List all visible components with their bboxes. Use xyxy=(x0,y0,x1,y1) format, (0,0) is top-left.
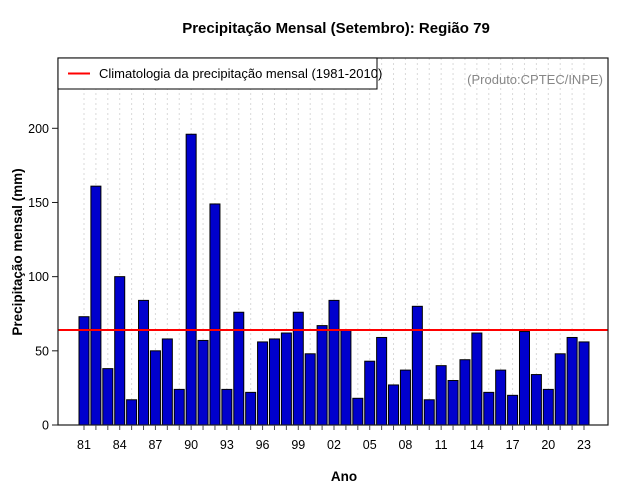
bar-1981 xyxy=(78,316,90,426)
legend-box xyxy=(57,57,378,90)
bar-2007 xyxy=(388,384,400,426)
bar-2010 xyxy=(423,399,435,426)
bar-2002 xyxy=(328,299,340,426)
x-tick-label-2002: 02 xyxy=(327,438,341,452)
x-tick-label-1981: 81 xyxy=(77,438,91,452)
bar-1983 xyxy=(102,368,114,426)
bar-2019 xyxy=(530,374,542,426)
bar-1987 xyxy=(149,350,161,426)
bar-2013 xyxy=(459,359,471,426)
bar-1989 xyxy=(173,388,185,426)
bar-1996 xyxy=(257,341,269,426)
bar-1995 xyxy=(245,391,257,426)
x-tick-label-1984: 84 xyxy=(113,438,127,452)
axis-tick-labels: 81 84 87 90 93 96 99 02 05 08 11 14 17 20 23 0 50 100 150 2… xyxy=(28,122,591,452)
x-tick-label-2005: 05 xyxy=(363,438,377,452)
x-tick-label-1996: 96 xyxy=(256,438,270,452)
bar-1993 xyxy=(221,388,233,426)
x-axis-label: Ano xyxy=(331,469,357,484)
page-title: Precipitação Mensal (Setembro): Região 7… xyxy=(182,20,490,37)
y-tick-label-200: 200 xyxy=(28,122,49,136)
bar-1997 xyxy=(268,338,280,426)
y-axis-label: Precipitação mensal (mm) xyxy=(10,168,25,335)
bar-2011 xyxy=(435,365,447,426)
bar-2018 xyxy=(518,331,530,426)
bar-2022 xyxy=(566,336,578,426)
bar-2020 xyxy=(542,388,554,426)
x-tick-label-2023: 23 xyxy=(577,438,591,452)
bar-2023 xyxy=(578,341,590,426)
x-tick-label-1993: 93 xyxy=(220,438,234,452)
bar-2004 xyxy=(352,397,364,426)
bar-1991 xyxy=(197,339,209,426)
y-tick-label-50: 50 xyxy=(35,344,49,358)
x-tick-label-2011: 11 xyxy=(435,438,448,452)
legend-label: Climatologia da precipitação mensal (198… xyxy=(99,66,382,81)
bar-1998 xyxy=(280,332,292,426)
bar-1988 xyxy=(161,338,173,426)
bar-1984 xyxy=(114,276,126,426)
bar-2017 xyxy=(507,394,519,426)
x-tick-label-1990: 90 xyxy=(184,438,198,452)
bar-2009 xyxy=(411,305,423,426)
legend: Climatologia da precipitação mensal (198… xyxy=(57,57,382,90)
watermark-text: (Produto:CPTEC/INPE) xyxy=(467,72,603,87)
bar-2014 xyxy=(471,332,483,426)
bar-1992 xyxy=(209,203,221,426)
x-tick-label-2014: 14 xyxy=(470,438,484,452)
bar-2016 xyxy=(495,369,507,426)
bar-1982 xyxy=(90,185,102,426)
bar-2003 xyxy=(340,329,352,426)
y-tick-label-100: 100 xyxy=(28,270,49,284)
y-tick-label-0: 0 xyxy=(42,419,49,433)
bar-2021 xyxy=(554,353,566,426)
x-tick-label-2020: 20 xyxy=(541,438,555,452)
bars xyxy=(78,133,590,426)
bar-2015 xyxy=(483,391,495,426)
x-tick-label-2008: 08 xyxy=(398,438,412,452)
bar-2006 xyxy=(376,336,388,426)
bar-1986 xyxy=(138,299,150,426)
bar-1985 xyxy=(126,399,138,426)
bar-1990 xyxy=(185,133,197,426)
x-tick-label-2017: 17 xyxy=(506,438,520,452)
bar-2008 xyxy=(399,369,411,426)
bar-2012 xyxy=(447,379,459,426)
axis-ticks xyxy=(52,127,585,430)
bar-2001 xyxy=(316,325,328,426)
bar-2005 xyxy=(364,360,376,426)
x-tick-label-1987: 87 xyxy=(148,438,162,452)
bar-2000 xyxy=(304,353,316,426)
x-tick-label-1999: 99 xyxy=(291,438,305,452)
y-tick-label-150: 150 xyxy=(28,196,49,210)
